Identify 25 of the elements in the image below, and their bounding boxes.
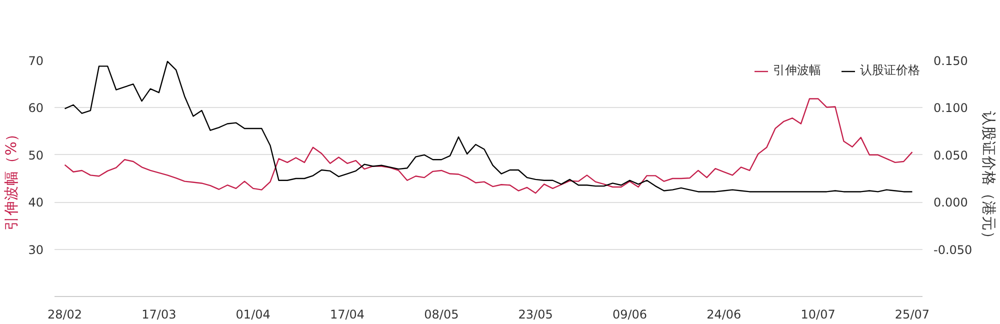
x-tick-label: 23/05 [518, 308, 553, 322]
y-tick-label: 40 [28, 196, 44, 210]
y-axis-title: 引伸波幅（%） [3, 126, 20, 230]
y-tick-label: 50 [28, 148, 44, 162]
y-tick-label: 60 [28, 101, 44, 116]
y2-tick-label: 0.150 [934, 54, 968, 68]
x-tick-label: 28/02 [47, 308, 82, 322]
y2-tick-label: 0.050 [934, 148, 968, 162]
x-tick-label: 08/05 [424, 308, 459, 322]
legend-label: 引伸波幅 [773, 62, 821, 79]
line-series [64, 98, 913, 194]
x-tick-label: 25/07 [894, 308, 930, 322]
y-tick-label: 70 [28, 54, 44, 68]
y2-tick-label: 0.100 [934, 101, 968, 116]
x-tick-label: 09/06 [612, 308, 648, 322]
y-tick-label: 30 [28, 242, 44, 257]
x-tick-label: 17/03 [142, 308, 176, 322]
x-tick-label: 10/07 [800, 308, 836, 322]
x-tick-label: 01/04 [236, 308, 270, 322]
x-tick-label: 24/06 [706, 308, 742, 322]
x-tick-label: 17/04 [330, 308, 365, 322]
y2-axis-title: 认股证价格（港元） [980, 111, 998, 246]
y2-tick-label: 0.000 [934, 196, 968, 210]
legend-label: 认股证价格 [860, 62, 920, 79]
y2-tick-label: -0.050 [934, 242, 972, 257]
